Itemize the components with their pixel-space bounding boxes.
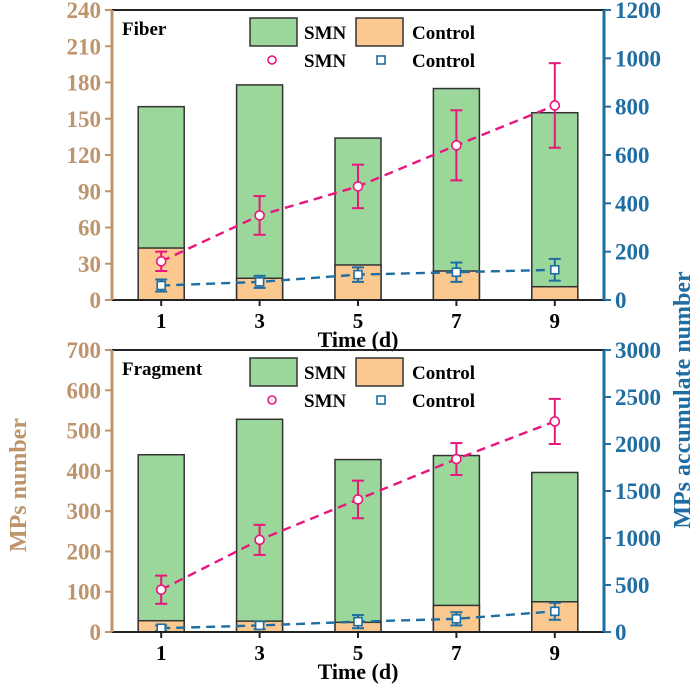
left-tick-label: 400 (67, 459, 102, 484)
x-tick-label: 1 (156, 309, 167, 333)
control-point-9 (549, 606, 560, 617)
right-tick-label: 0 (615, 620, 627, 645)
legend-smn-line-label: SMN (304, 51, 347, 72)
right-tick-label: 2500 (615, 385, 661, 410)
legend-control-bar-swatch (355, 17, 404, 47)
legend-smn-bar-label: SMN (304, 23, 347, 44)
x-axis-label: Time (d) (318, 327, 399, 352)
right-tick-label: 0 (615, 288, 627, 313)
left-tick-label: 500 (67, 419, 102, 444)
legend-control-line-marker (376, 395, 386, 405)
x-tick-label: 5 (353, 641, 364, 665)
left-tick-label: 700 (67, 338, 102, 363)
right-tick-label: 1500 (615, 479, 661, 504)
left-tick-label: 600 (67, 378, 102, 403)
control-point-1 (156, 280, 166, 291)
panel-label: Fragment (122, 359, 203, 380)
smn-point-3 (254, 210, 265, 221)
smn-point-7 (451, 453, 462, 465)
smn-point-5 (352, 494, 364, 505)
right-tick-label: 2000 (615, 432, 661, 457)
left-tick-label: 100 (67, 580, 102, 605)
legend-smn-bar-label: SMN (304, 363, 347, 384)
control-point-7 (451, 267, 462, 278)
x-tick-label: 9 (550, 641, 561, 665)
left-tick-label: 60 (78, 216, 101, 241)
x-tick-label: 1 (156, 641, 167, 665)
right-tick-label: 3000 (615, 338, 661, 363)
right-tick-label: 1200 (615, 0, 661, 23)
legend-smn-bar-swatch (249, 357, 298, 387)
right-tick-label: 1000 (615, 526, 661, 551)
legend-control-line-label: Control (412, 51, 475, 72)
control-point-7 (451, 614, 462, 624)
left-tick-label: 90 (78, 179, 101, 204)
legend-smn-line-label: SMN (304, 391, 347, 412)
legend-smn-line-marker (267, 55, 277, 65)
left-tick-label: 0 (90, 288, 102, 313)
legend-smn-line-marker (267, 395, 277, 405)
left-tick-label: 200 (67, 539, 102, 564)
left-y-axis-label: MPs number (6, 418, 32, 552)
smn-point-3 (254, 534, 265, 546)
smn-point-1 (155, 584, 167, 596)
x-tick-label: 3 (254, 309, 265, 333)
control-point-5 (353, 269, 363, 280)
smn-point-7 (451, 140, 462, 151)
x-tick-label: 7 (451, 309, 462, 333)
right-tick-label: 1000 (615, 46, 661, 71)
right-tick-label: 200 (615, 240, 650, 265)
legend-control-line-marker (376, 55, 386, 65)
legend-control-bar-swatch (355, 357, 404, 387)
smn-bar-3 (235, 84, 284, 301)
x-tick-label: 5 (353, 309, 364, 333)
right-tick-label: 600 (615, 143, 650, 168)
right-tick-label: 500 (615, 573, 650, 598)
x-tick-label: 3 (254, 641, 265, 665)
left-tick-label: 240 (67, 0, 102, 23)
left-tick-label: 0 (90, 620, 102, 645)
right-tick-label: 800 (615, 95, 650, 120)
right-tick-label: 400 (615, 191, 650, 216)
left-tick-label: 150 (67, 107, 102, 132)
smn-bar-1 (137, 453, 185, 633)
legend-control-bar-label: Control (412, 23, 475, 44)
smn-point-9 (549, 100, 561, 111)
left-tick-label: 120 (67, 143, 102, 168)
control-bar-9 (531, 285, 579, 301)
control-point-3 (254, 277, 265, 287)
smn-point-5 (352, 181, 364, 192)
x-tick-label: 7 (451, 641, 462, 665)
legend-smn-bar-swatch (249, 17, 298, 47)
smn-point-1 (155, 256, 167, 267)
legend-control-line-label: Control (412, 391, 475, 412)
panel-fiber: 0 30 60 90 120 150 180 210 240 0 200 400 600 800 1000 1… (67, 0, 662, 352)
x-tick-label: 9 (550, 309, 561, 333)
smn-point-9 (549, 416, 561, 427)
control-point-5 (353, 616, 363, 627)
left-tick-label: 180 (67, 71, 102, 96)
control-point-3 (254, 620, 265, 631)
left-tick-label: 300 (67, 499, 102, 524)
left-tick-label: 30 (78, 252, 101, 277)
control-point-9 (549, 264, 560, 275)
x-axis-label: Time (d) (318, 659, 399, 684)
legend-control-bar-label: Control (412, 363, 475, 384)
right-y-axis-label: MPs accumulate number (670, 271, 696, 529)
panel-fragment: 0 100 200 300 400 500 600 700 0 500 1000 1500 2000 25… (67, 338, 662, 684)
panel-label: Fiber (122, 19, 167, 40)
left-tick-label: 210 (67, 34, 102, 59)
